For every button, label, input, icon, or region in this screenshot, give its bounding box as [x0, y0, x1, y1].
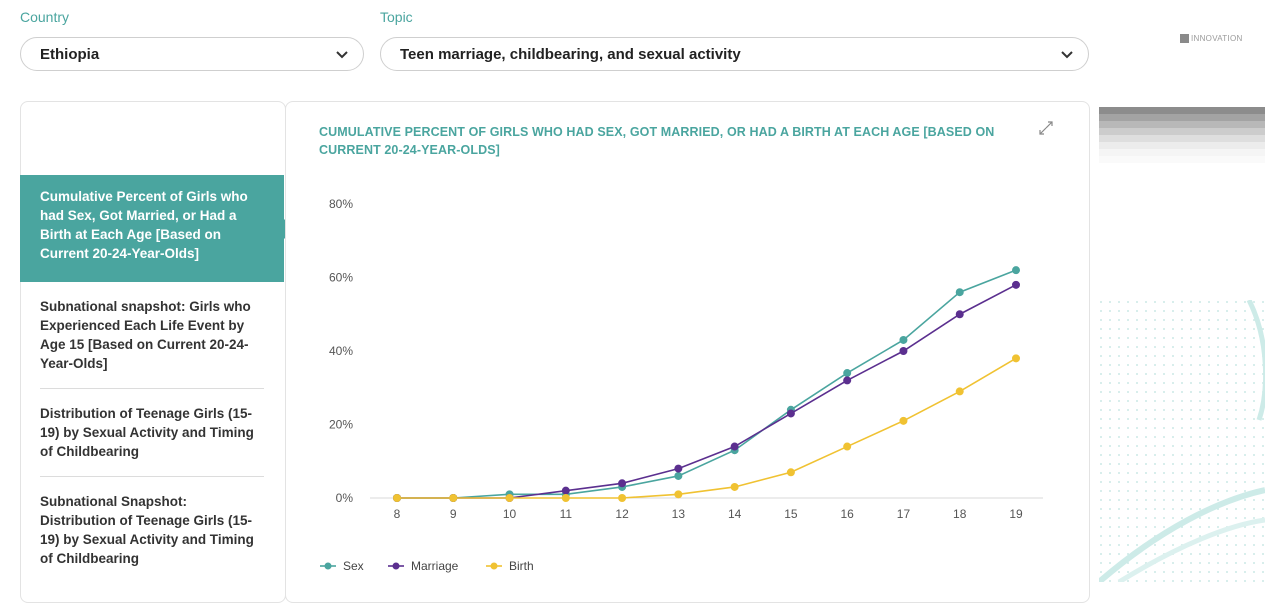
x-tick-label: 11	[560, 507, 573, 521]
x-tick-label: 14	[728, 507, 742, 521]
logo-icon	[1180, 34, 1189, 44]
series-line-sex	[397, 269, 1017, 499]
data-point-marriage	[786, 409, 795, 418]
data-point-marriage	[899, 347, 908, 355]
data-point-birth	[505, 494, 514, 502]
data-point-birth	[449, 494, 458, 502]
x-tick-label: 16	[841, 507, 855, 521]
data-point-sex	[843, 369, 852, 378]
data-point-birth	[1012, 354, 1020, 363]
data-point-marriage	[618, 479, 627, 488]
series-line-birth	[397, 357, 1017, 499]
data-point-marriage	[674, 464, 683, 473]
decorative-bars	[1099, 107, 1265, 163]
sidebar-divider	[40, 476, 264, 477]
sidebar-item-subnational-distribution[interactable]: Subnational Snapshot: Distribution of Te…	[20, 492, 264, 568]
data-point-birth	[843, 442, 852, 451]
data-point-marriage	[1012, 280, 1020, 289]
x-tick-label: 18	[953, 507, 967, 521]
sidebar-item-label: Subnational Snapshot: Distribution of Te…	[40, 494, 254, 566]
data-point-birth	[393, 494, 401, 502]
sidebar-item-distribution[interactable]: Distribution of Teenage Girls (15-19) by…	[20, 404, 264, 461]
country-select-value: Ethiopia	[40, 46, 100, 63]
data-point-birth	[674, 490, 683, 499]
data-point-sex	[955, 288, 964, 297]
series-line-marriage	[397, 284, 1017, 499]
data-point-birth	[899, 416, 908, 425]
decorative-dot-pattern	[1099, 300, 1265, 582]
data-point-sex	[674, 471, 683, 480]
chart-title: CUMULATIVE PERCENT OF GIRLS WHO HAD SEX,…	[319, 125, 995, 157]
country-label: Country	[20, 9, 70, 25]
topic-select[interactable]: Teen marriage, childbearing, and sexual …	[380, 37, 1089, 71]
legend-swatch-dot	[324, 562, 332, 570]
x-tick-label: 12	[615, 507, 629, 521]
y-tick-label: 40%	[329, 344, 353, 358]
data-point-birth	[786, 468, 795, 477]
data-point-marriage	[561, 486, 570, 495]
data-point-birth	[730, 482, 739, 491]
y-tick-label: 60%	[329, 271, 353, 285]
y-tick-label: 80%	[329, 197, 353, 211]
x-tick-label: 19	[1009, 507, 1023, 521]
y-tick-label: 20%	[329, 418, 353, 432]
x-tick-label: 17	[897, 507, 911, 521]
data-point-marriage	[955, 310, 964, 319]
sidebar-item-subnational-life-event[interactable]: Subnational snapshot: Girls who Experien…	[20, 297, 264, 373]
expand-icon[interactable]	[1038, 120, 1054, 136]
data-point-sex	[1012, 266, 1020, 275]
x-tick-label: 9	[450, 507, 457, 521]
x-tick-label: 8	[394, 507, 401, 521]
data-point-marriage	[730, 442, 739, 451]
legend-label: Birth	[509, 559, 534, 573]
data-point-birth	[561, 494, 570, 502]
x-tick-label: 10	[503, 507, 517, 521]
country-select[interactable]: Ethiopia	[20, 37, 364, 71]
sidebar-divider	[40, 388, 264, 389]
legend-swatch-dot	[392, 562, 400, 570]
sidebar-item-cumulative-percent[interactable]: Cumulative Percent of Girls who had Sex,…	[20, 175, 294, 282]
y-tick-label: 0%	[336, 491, 354, 505]
legend-swatch-dot	[490, 562, 498, 570]
topic-select-value: Teen marriage, childbearing, and sexual …	[400, 46, 741, 63]
logo-text: INNOVATION	[1191, 34, 1243, 43]
topic-label: Topic	[380, 9, 413, 25]
data-point-birth	[618, 494, 627, 502]
line-chart: 0% 20% 40% 60% 80% 8 9 10 11 12 13 14 15 16 17 18 19 Sex M…	[320, 197, 1043, 573]
chevron-down-icon	[1061, 51, 1073, 59]
data-point-birth	[955, 387, 964, 396]
logo: INNOVATION	[1180, 34, 1243, 44]
sidebar-item-label: Subnational snapshot: Girls who Experien…	[40, 299, 251, 371]
legend-label: Sex	[343, 559, 364, 573]
legend-label: Marriage	[411, 559, 459, 573]
sidebar-item-label: Cumulative Percent of Girls who had Sex,…	[40, 189, 248, 261]
data-point-marriage	[843, 376, 852, 385]
data-point-sex	[899, 335, 908, 344]
x-tick-label: 13	[672, 507, 686, 521]
x-tick-label: 15	[784, 507, 798, 521]
sidebar-item-label: Distribution of Teenage Girls (15-19) by…	[40, 406, 254, 459]
chart-card	[285, 101, 1090, 603]
chevron-down-icon	[336, 51, 348, 59]
